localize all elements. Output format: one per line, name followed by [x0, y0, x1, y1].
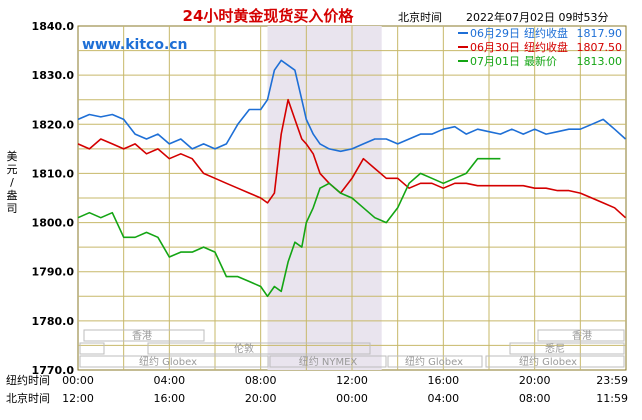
series-line-3: [77, 157, 501, 298]
legend-date: 06月30日: [470, 41, 520, 54]
x-tick-label-ny: 12:00: [336, 374, 368, 387]
legend-value: 1813.00: [577, 55, 623, 68]
market-box-hongkong-left: [83, 329, 205, 342]
legend-value: 1807.50: [577, 41, 623, 54]
market-sessions: 香港 伦敦 纽约 Globex 纽约 NYMEX 纽约 Globex 纽约 Gl…: [79, 329, 625, 368]
y-axis-label-char: /: [10, 176, 14, 189]
x-tick-label-bj: 08:00: [519, 392, 551, 405]
bj-time-row-label: 北京时间: [6, 391, 50, 405]
legend: 06月29日 纽约收盘 1817.90 06月30日 纽约收盘 1807.50 07月01日…: [458, 26, 622, 68]
x-tick-label-ny: 16:00: [427, 374, 459, 387]
x-tick-label-bj: 11:59: [596, 392, 628, 405]
website-watermark: www.kitco.cn: [82, 37, 188, 53]
x-tick-label-ny: 23:59: [596, 374, 628, 387]
y-tick-label: 1810.0: [32, 167, 75, 180]
y-tick-label: 1770.0: [32, 364, 75, 377]
x-tick-label-bj: 04:00: [427, 392, 459, 405]
y-tick-label: 1830.0: [32, 69, 75, 82]
x-tick-label-bj: 20:00: [245, 392, 277, 405]
market-box-ny-nymex: [269, 355, 387, 368]
y-tick-label: 1820.0: [32, 118, 75, 131]
timezone-label: 北京时间: [398, 10, 442, 24]
market-london: 伦敦: [234, 342, 254, 355]
series-lines: [77, 59, 627, 298]
y-axis-label-char: 盎: [7, 188, 18, 202]
market-box-ny-globex-left: [79, 355, 269, 368]
y-tick-label: 1780.0: [32, 315, 75, 328]
y-axis-label: 美元/盎司: [7, 150, 18, 215]
legend-date: 07月01日: [470, 55, 520, 68]
x-tick-label-bj: 16:00: [153, 392, 185, 405]
series-line-1: [77, 59, 627, 153]
y-tick-label: 1790.0: [32, 266, 75, 279]
grid-lines: [78, 26, 626, 370]
y-axis-label-char: 司: [7, 202, 18, 215]
y-tick-label: 1840.0: [32, 20, 75, 33]
market-sydney: 悉尼: [545, 343, 565, 355]
y-tick-label: 1800.0: [32, 217, 75, 230]
market-ny-globex-right: 纽约 Globex: [519, 355, 577, 368]
y-axis-tick-labels: 1770.0 1780.0 1790.0 1800.0 1810.0 1820.0 1830…: [32, 20, 75, 377]
x-tick-label-ny: 08:00: [245, 374, 277, 387]
legend-date: 06月29日: [470, 27, 520, 40]
market-ny-globex-mid: 纽约 Globex: [405, 355, 463, 368]
market-box-hongkong-right: [537, 329, 625, 342]
timestamp: 2022年07月02日 09时53分: [466, 10, 608, 24]
y-axis-label-char: 美: [7, 150, 18, 163]
x-tick-label-bj: 12:00: [62, 392, 94, 405]
x-tick-label-ny: 04:00: [153, 374, 185, 387]
market-ny-globex-left: 纽约 Globex: [139, 355, 197, 368]
ny-time-row-label: 纽约时间: [6, 373, 50, 387]
market-hongkong-right: 香港: [572, 330, 592, 342]
market-box-small-left: [79, 342, 105, 355]
x-tick-label-bj: 00:00: [336, 392, 368, 405]
legend-value: 1817.90: [577, 27, 623, 40]
y-axis-label-char: 元: [7, 163, 18, 176]
market-box-ny-globex-right: [485, 355, 625, 368]
x-tick-label-ny: 20:00: [519, 374, 551, 387]
market-box-london: [147, 342, 371, 355]
market-box-ny-globex-mid: [387, 355, 483, 368]
x-axis-tick-labels: 00:00 12:00 04:00 16:00 08:00 20:00 12:00 00:00…: [62, 374, 628, 405]
legend-label: 纽约收盘: [524, 26, 568, 40]
market-ny-nymex: 纽约 NYMEX: [299, 355, 358, 368]
chart-title: 24小时黄金现货买入价格: [183, 7, 355, 25]
legend-label: 最新价: [524, 54, 557, 68]
market-box-sydney: [509, 342, 625, 355]
market-hongkong-left: 香港: [132, 330, 152, 342]
legend-label: 纽约收盘: [524, 40, 568, 54]
x-tick-label-ny: 00:00: [62, 374, 94, 387]
